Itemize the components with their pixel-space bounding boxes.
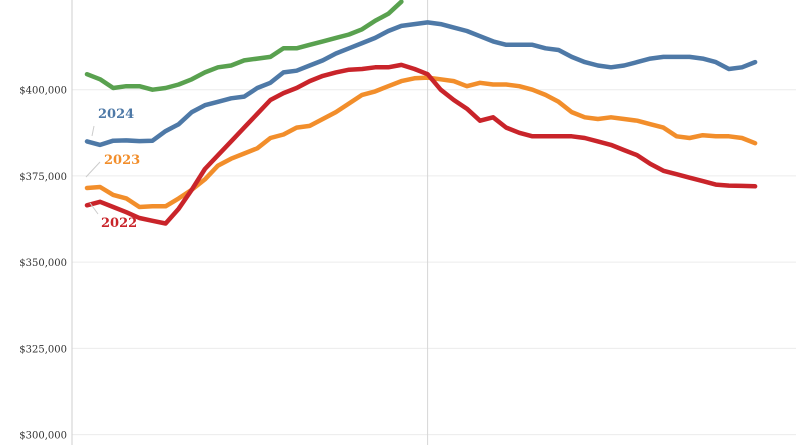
series-lines: [84, 0, 758, 226]
gridlines: [72, 89, 796, 436]
series-line-2022: [84, 62, 758, 226]
y-tick-label: $300,000: [19, 431, 67, 442]
series-line-2023: [84, 75, 758, 210]
series-label-2024: 2024: [98, 107, 134, 122]
series-label-2022: 2022: [101, 216, 137, 231]
y-tick-label: $325,000: [19, 344, 67, 355]
series-label-leader: [85, 161, 101, 178]
y-tick-label: $350,000: [19, 258, 67, 269]
series-labels: 2024 2023 2022: [85, 107, 140, 231]
y-tick-label: $375,000: [19, 172, 67, 183]
series-line-unlabeled: [84, 0, 404, 92]
series-label-leader: [91, 125, 95, 137]
series-label-2023: 2023: [104, 153, 140, 168]
series-label-leader: [89, 202, 99, 215]
series-line-2024: [84, 20, 758, 148]
y-tick-label: $400,000: [19, 86, 67, 97]
y-axis-tick-labels: $300,000 $325,000 $350,000 $375,000 $400,000: [19, 86, 67, 442]
